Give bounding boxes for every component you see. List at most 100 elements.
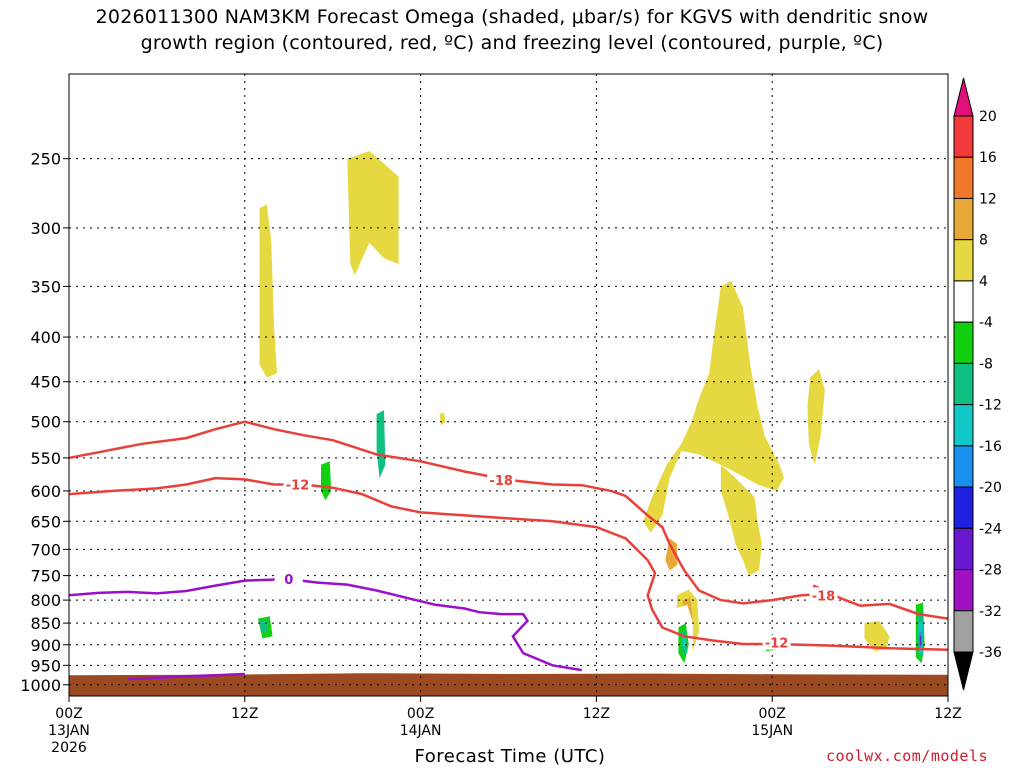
contour-label-bg-0	[283, 476, 312, 492]
omega-region-6	[864, 620, 890, 652]
x-tick-date-0: 13JAN	[48, 723, 90, 739]
omega-region-27	[372, 634, 386, 647]
colorbar: 20 16 12 8 4 -4 -8 -12 -16 -20 -24 -28 -32 -36	[953, 77, 1002, 691]
colorbar-label-3: 8	[979, 233, 988, 249]
colorbar-label-13: -36	[979, 645, 1002, 661]
x-tick-year-0: 2026	[51, 740, 87, 756]
y-tick-label-750: 750	[30, 567, 61, 586]
plot-frame	[68, 73, 949, 697]
colorbar-label-5: -4	[979, 315, 993, 331]
colorbar-swatch-4	[953, 239, 974, 282]
colorbar-label-12: -32	[979, 604, 1002, 620]
colorbar-swatch-1	[953, 115, 974, 158]
y-tick-label-900: 900	[30, 636, 61, 655]
omega-shading	[142, 151, 948, 670]
x-tick-label-60: 12Z	[934, 706, 961, 722]
x-tick-label-0: 00Z	[55, 706, 82, 722]
ground-surface	[69, 673, 948, 696]
x-tick-label-12: 12Z	[231, 706, 258, 722]
omega-region-16	[407, 512, 439, 654]
omega-region-15	[382, 544, 401, 628]
omega-region-2	[643, 280, 784, 533]
omega-region-18	[445, 575, 452, 601]
y-tick-label-700: 700	[30, 540, 61, 559]
colorbar-swatch-8	[953, 404, 974, 447]
omega-region-3	[720, 464, 762, 576]
colorbar-label-2: 12	[979, 191, 997, 207]
colorbar-swatch-13	[953, 610, 974, 653]
omega-region-24	[142, 639, 157, 653]
y-tick-label-550: 550	[30, 449, 61, 468]
omega-region-29	[274, 384, 277, 415]
omega-region-9	[665, 538, 677, 571]
omega-region-11	[208, 549, 358, 670]
omega-region-20	[627, 315, 650, 516]
colorbar-swatch-9	[953, 445, 974, 488]
omega-region-1	[259, 204, 277, 378]
contour-labels: -12 -18 -18 -12 0	[274, 472, 838, 652]
colorbar-bottom-triangle	[953, 651, 974, 691]
contour-label-bg-3	[762, 634, 791, 650]
chart-title-line2: growth region (contoured, red, ºC) and f…	[140, 32, 884, 54]
ground-terrain	[69, 673, 948, 696]
colorbar-swatch-12	[953, 569, 974, 612]
omega-region-7	[439, 412, 446, 426]
y-tick-label-400: 400	[30, 328, 61, 347]
y-tick-label-350: 350	[30, 277, 61, 296]
colorbar-label-7: -12	[979, 398, 1002, 414]
contour-label-bg-1	[487, 472, 516, 488]
contour-label-0: -12	[286, 479, 310, 494]
omega-region-41	[682, 635, 686, 647]
colorbar-swatch-7	[953, 362, 974, 406]
y-tick-label-250: 250	[30, 150, 61, 169]
contour-label-2: -18	[812, 589, 836, 604]
omega-region-37	[376, 410, 386, 479]
omega-region-30	[540, 631, 550, 637]
omega-region-13	[363, 398, 402, 586]
y-tick-label-650: 650	[30, 512, 61, 531]
chart-title-line1: 2026011300 NAM3KM Forecast Omega (shaded…	[95, 6, 929, 28]
omega-region-38	[259, 619, 269, 633]
y-tick-label-1000: 1000	[20, 676, 61, 695]
colorbar-label-8: -16	[979, 439, 1002, 455]
colorbar-label-9: -20	[979, 480, 1002, 496]
omega-region-17	[480, 557, 500, 624]
colorbar-swatch-5	[953, 280, 974, 323]
colorbar-swatch-2	[953, 156, 974, 199]
omega-region-4	[807, 368, 825, 465]
omega-region-23	[943, 653, 948, 670]
y-tick-label-500: 500	[30, 413, 61, 432]
contour-label-4: 0	[284, 573, 293, 588]
omega-region-28	[318, 267, 323, 310]
x-tick-label-48: 00Z	[758, 706, 785, 722]
y-tick-label-450: 450	[30, 373, 61, 392]
x-tick-date-48: 15JAN	[751, 723, 793, 739]
omega-region-44	[919, 635, 922, 646]
x-tick-label-36: 12Z	[583, 706, 610, 722]
contour-0-low	[127, 672, 245, 681]
contour-label-1: -18	[489, 474, 513, 489]
colorbar-label-10: -24	[979, 521, 1002, 537]
colorbar-swatch-10	[953, 486, 974, 529]
contour--12	[69, 476, 948, 652]
colorbar-swatch-6	[953, 321, 974, 364]
colorbar-swatch-3	[953, 197, 974, 241]
contour-label-bg-2	[809, 587, 838, 603]
y-tick-label-300: 300	[30, 219, 61, 238]
contour-label-bg-4	[274, 571, 303, 587]
contour-lines	[69, 420, 948, 681]
colorbar-swatch-11	[953, 527, 974, 571]
x-axis-title: Forecast Time (UTC)	[414, 746, 606, 767]
colorbar-label-1: 16	[979, 150, 997, 166]
omega-region-0	[347, 151, 399, 276]
colorbar-label-11: -28	[979, 563, 1002, 579]
y-tick-label-850: 850	[30, 614, 61, 633]
y-axis: 250 300 350 400 450 500 550 600 650 700 750 800 850 9…	[20, 150, 69, 695]
colorbar-top-triangle	[953, 77, 974, 117]
colorbar-label-6: -8	[979, 356, 993, 372]
watermark-text: coolwx.com/models	[826, 747, 989, 765]
y-tick-label-950: 950	[30, 656, 61, 675]
colorbar-label-4: 4	[979, 274, 988, 290]
